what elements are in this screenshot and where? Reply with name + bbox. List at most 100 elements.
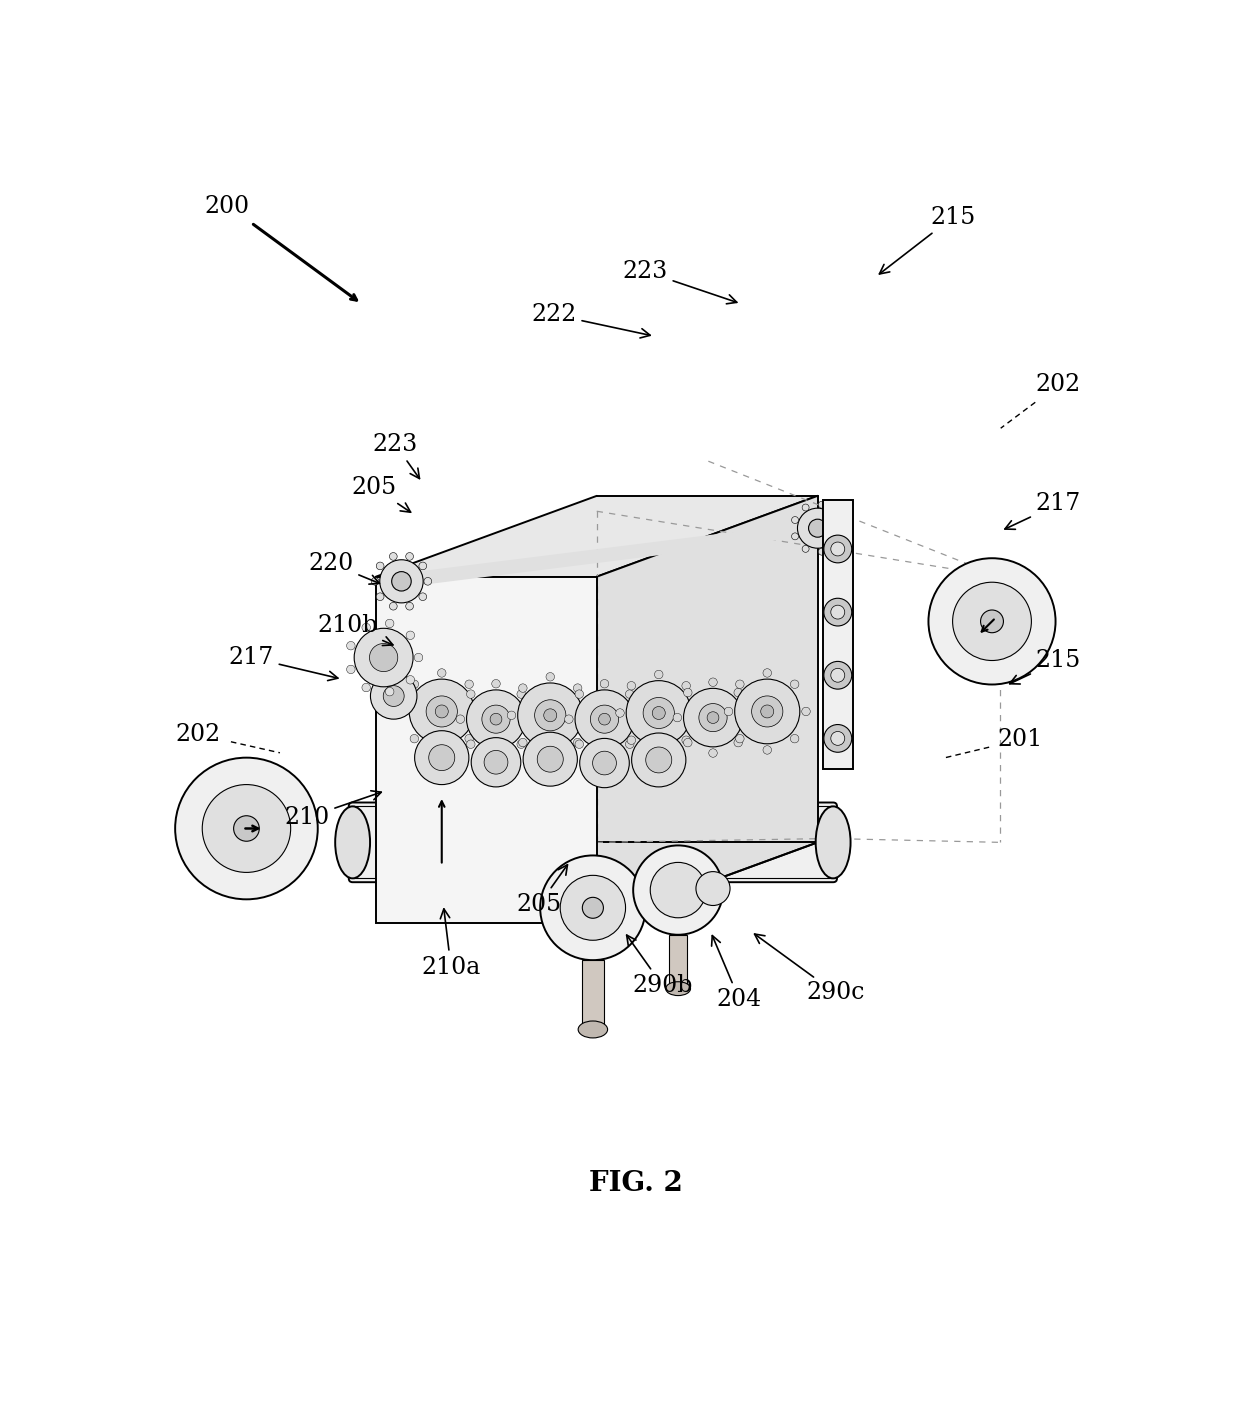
Circle shape [466,740,475,749]
Circle shape [575,740,584,749]
Circle shape [575,690,584,698]
Circle shape [405,603,413,610]
FancyBboxPatch shape [348,802,837,882]
Text: 210: 210 [284,791,381,829]
Circle shape [518,684,527,693]
Circle shape [734,688,743,697]
Circle shape [405,676,414,684]
Ellipse shape [666,982,691,996]
Circle shape [537,746,563,773]
Circle shape [790,735,799,743]
Circle shape [492,750,500,759]
Circle shape [392,572,412,592]
Circle shape [823,662,852,688]
Circle shape [832,510,839,516]
Circle shape [823,599,852,627]
Circle shape [465,735,474,743]
Circle shape [435,705,449,718]
Circle shape [838,524,846,531]
Circle shape [518,683,583,747]
Circle shape [644,697,675,729]
Circle shape [482,705,510,733]
Ellipse shape [816,806,851,878]
Text: 222: 222 [531,303,650,339]
Circle shape [696,871,730,905]
Circle shape [371,577,379,584]
Circle shape [476,707,485,715]
Circle shape [831,732,844,745]
Circle shape [490,714,502,725]
Circle shape [682,681,691,690]
Text: 220: 220 [309,552,379,584]
Circle shape [370,643,398,672]
Text: 210a: 210a [422,909,481,978]
Circle shape [573,684,582,693]
Circle shape [362,624,371,632]
Text: 215: 215 [879,205,975,274]
Text: 223: 223 [373,433,419,479]
Circle shape [735,735,744,743]
Circle shape [735,680,744,688]
Circle shape [347,665,355,673]
Circle shape [831,542,844,556]
Circle shape [465,680,474,688]
Circle shape [507,711,516,719]
Circle shape [376,562,384,570]
Circle shape [707,712,719,724]
Circle shape [580,739,629,788]
Circle shape [683,688,692,697]
Circle shape [823,535,852,563]
Circle shape [409,679,474,743]
Circle shape [636,715,645,724]
Polygon shape [376,496,817,576]
Circle shape [438,669,446,677]
Text: 202: 202 [1035,374,1081,396]
Text: 202: 202 [176,724,221,746]
Circle shape [682,736,691,745]
Circle shape [709,679,717,687]
Circle shape [634,846,723,934]
Circle shape [534,700,565,731]
Circle shape [627,736,636,745]
Circle shape [655,747,663,756]
Circle shape [626,680,692,745]
Circle shape [625,740,634,749]
Circle shape [952,582,1032,660]
Circle shape [600,750,609,759]
Bar [823,500,853,769]
Circle shape [523,732,578,787]
Ellipse shape [578,1021,608,1038]
Circle shape [763,746,771,754]
Circle shape [517,690,526,698]
Circle shape [802,707,810,715]
Circle shape [575,690,634,749]
Circle shape [646,747,672,773]
Circle shape [389,603,397,610]
Circle shape [410,680,419,688]
Circle shape [831,606,844,620]
Circle shape [818,502,826,509]
Circle shape [616,708,624,717]
Circle shape [593,752,616,776]
Circle shape [429,745,455,770]
Circle shape [790,680,799,688]
Circle shape [376,593,384,600]
Text: 290b: 290b [626,936,693,998]
Circle shape [389,552,397,561]
Circle shape [564,715,573,724]
Circle shape [405,631,414,639]
Circle shape [583,898,604,919]
Circle shape [466,690,475,698]
Circle shape [414,731,469,784]
Bar [376,576,596,923]
Text: FIG. 2: FIG. 2 [589,1170,682,1197]
Circle shape [724,707,733,715]
Circle shape [709,749,717,757]
Circle shape [802,545,808,552]
Circle shape [573,738,582,747]
Circle shape [492,680,500,688]
Circle shape [744,714,753,722]
Circle shape [399,707,407,715]
Ellipse shape [335,806,370,878]
Circle shape [832,540,839,547]
